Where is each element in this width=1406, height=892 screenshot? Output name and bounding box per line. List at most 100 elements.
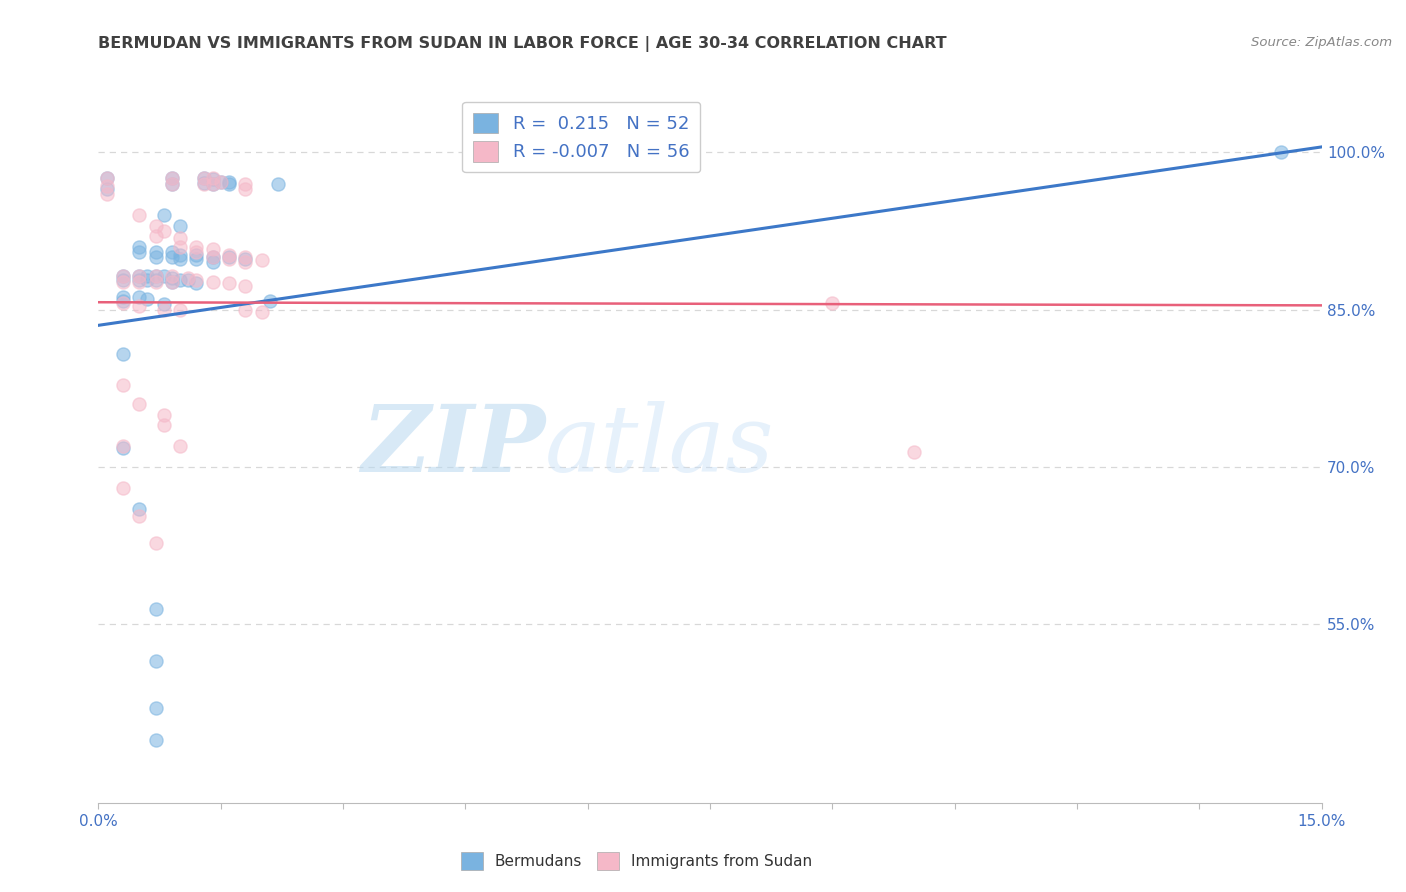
Point — [218, 277, 240, 291]
Point — [145, 229, 167, 244]
Point — [111, 275, 134, 289]
Point — [177, 271, 200, 285]
Point — [177, 273, 200, 287]
Point — [209, 175, 232, 189]
Point — [160, 275, 183, 289]
Text: ZIP: ZIP — [361, 401, 546, 491]
Point — [128, 273, 150, 287]
Point — [111, 273, 134, 287]
Point — [96, 171, 118, 186]
Point — [111, 439, 134, 453]
Point — [145, 273, 167, 287]
Point — [160, 244, 183, 259]
Point — [152, 297, 174, 311]
Point — [169, 252, 191, 267]
Point — [201, 242, 224, 256]
Point — [201, 250, 224, 264]
Point — [233, 302, 256, 317]
Point — [160, 250, 183, 264]
Point — [128, 244, 150, 259]
Point — [96, 171, 118, 186]
Point — [233, 250, 256, 264]
Point — [160, 171, 183, 186]
Point — [186, 277, 208, 291]
Point — [111, 441, 134, 455]
Point — [169, 439, 191, 453]
Point — [250, 304, 273, 318]
Point — [169, 239, 191, 253]
Point — [186, 244, 208, 259]
Point — [111, 296, 134, 310]
Point — [201, 172, 224, 186]
Point — [136, 292, 159, 306]
Point — [128, 397, 150, 411]
Point — [145, 268, 167, 283]
Point — [169, 219, 191, 233]
Point — [233, 182, 256, 196]
Point — [193, 171, 215, 186]
Point — [152, 302, 174, 317]
Point — [152, 268, 174, 283]
Point — [201, 177, 224, 191]
Text: atlas: atlas — [546, 401, 775, 491]
Point — [160, 268, 183, 283]
Point — [96, 182, 118, 196]
Point — [186, 239, 208, 253]
Text: BERMUDAN VS IMMIGRANTS FROM SUDAN IN LABOR FORCE | AGE 30-34 CORRELATION CHART: BERMUDAN VS IMMIGRANTS FROM SUDAN IN LAB… — [98, 36, 948, 52]
Point — [128, 268, 150, 283]
Point — [160, 177, 183, 191]
Point — [128, 208, 150, 222]
Point — [128, 502, 150, 516]
Point — [218, 250, 240, 264]
Point — [145, 732, 167, 747]
Point — [128, 509, 150, 524]
Point — [201, 250, 224, 264]
Point — [145, 654, 167, 668]
Point — [169, 231, 191, 245]
Point — [821, 296, 844, 310]
Point — [128, 275, 150, 289]
Point — [145, 601, 167, 615]
Point — [193, 177, 215, 191]
Point — [160, 271, 183, 285]
Point — [160, 275, 183, 289]
Point — [186, 252, 208, 267]
Point — [128, 239, 150, 253]
Point — [218, 248, 240, 262]
Point — [903, 445, 925, 459]
Point — [169, 248, 191, 262]
Point — [111, 378, 134, 392]
Point — [233, 177, 256, 191]
Point — [218, 177, 240, 191]
Point — [96, 187, 118, 202]
Point — [259, 294, 281, 309]
Point — [250, 253, 273, 268]
Point — [111, 346, 134, 360]
Point — [111, 481, 134, 495]
Point — [160, 171, 183, 186]
Point — [145, 701, 167, 715]
Point — [201, 177, 224, 191]
Point — [111, 268, 134, 283]
Point — [193, 171, 215, 186]
Point — [128, 268, 150, 283]
Point — [145, 275, 167, 289]
Point — [201, 275, 224, 289]
Point — [145, 219, 167, 233]
Text: Source: ZipAtlas.com: Source: ZipAtlas.com — [1251, 36, 1392, 49]
Point — [96, 178, 118, 193]
Point — [145, 535, 167, 549]
Point — [145, 250, 167, 264]
Point — [169, 302, 191, 317]
Point — [186, 248, 208, 262]
Point — [136, 268, 159, 283]
Point — [209, 175, 232, 189]
Point — [111, 290, 134, 304]
Point — [128, 300, 150, 314]
Point — [128, 290, 150, 304]
Point — [233, 279, 256, 293]
Point — [1270, 145, 1292, 160]
Point — [267, 177, 290, 191]
Point — [169, 273, 191, 287]
Point — [218, 252, 240, 267]
